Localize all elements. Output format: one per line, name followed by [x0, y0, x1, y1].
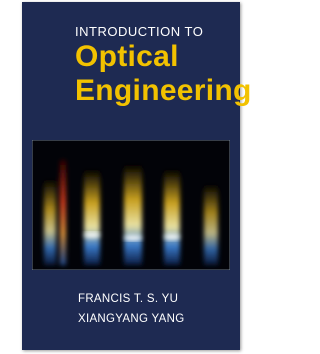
cover-image [32, 140, 230, 270]
book-cover: INTRODUCTION TO Optical Engineering [22, 2, 240, 350]
author: FRANCIS T. S. YU [78, 293, 178, 305]
author: XIANGYANG YANG [78, 313, 184, 325]
title-line: Optical [75, 42, 179, 72]
title-line: Engineering [75, 76, 252, 106]
series-label: INTRODUCTION TO [75, 24, 203, 39]
page: INTRODUCTION TO Optical Engineering [0, 0, 246, 354]
